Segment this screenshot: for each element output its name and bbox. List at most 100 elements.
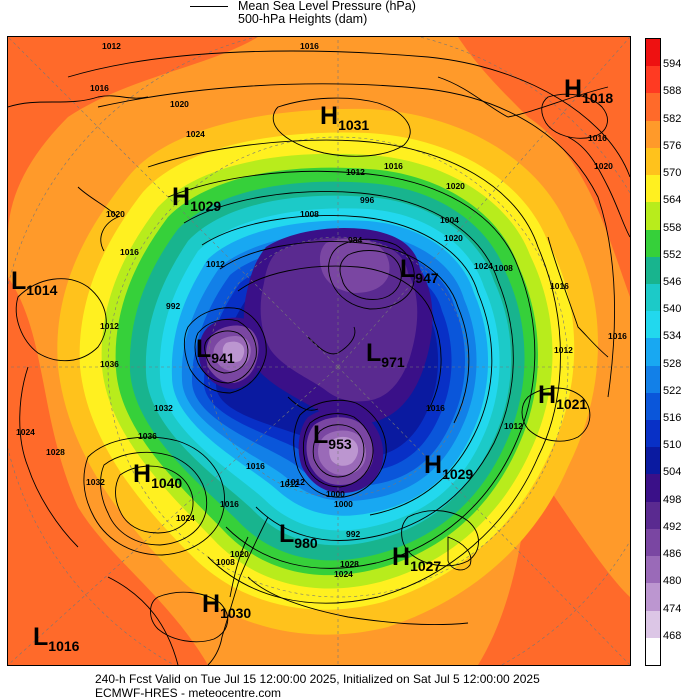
colorbar-cell: [646, 147, 660, 176]
isobar-label: 1024: [176, 513, 195, 523]
height-fill-582-nw: [8, 37, 258, 237]
isobar-label: 1036: [100, 359, 119, 369]
colorbar-label: 528: [663, 357, 681, 370]
pressure-system-letter: H: [172, 183, 191, 211]
height-fill-582-sw: [8, 277, 208, 665]
isobar-labels: 1012 1016 1016 1020 1024 1020 1012 1016 1012 1020…: [16, 41, 627, 579]
colorbar-cell: [646, 338, 660, 367]
colorbar-cell: [646, 39, 660, 67]
pressure-system-letter: H: [320, 102, 339, 130]
colorbar-label: 522: [663, 384, 681, 397]
isobar-label: 1016: [220, 499, 239, 509]
colorbar-cell: [646, 610, 660, 639]
colorbar-cell: [646, 501, 660, 530]
isobar-label: 1016: [120, 247, 139, 257]
colorbar-cell: [646, 392, 660, 421]
colorbar-cell: [646, 528, 660, 557]
high-pressure-center: H1021: [538, 383, 587, 412]
isobar-label: 1024: [186, 129, 205, 139]
colorbar-label: 468: [663, 629, 681, 642]
colorbar-cell: [646, 256, 660, 285]
pressure-system-letter: L: [279, 520, 295, 548]
colorbar-cell: [646, 120, 660, 149]
isobar-label: 1012: [286, 477, 305, 487]
pressure-system-value: 941: [211, 350, 235, 366]
isobar-label: 1012: [504, 421, 523, 431]
colorbar-label: 534: [663, 330, 681, 343]
colorbar: [645, 38, 661, 666]
colorbar-cell: [646, 66, 660, 94]
isobar-label: 992: [166, 301, 180, 311]
model-source-text: ECMWF-HRES - meteocentre.com: [95, 686, 282, 700]
isobar-label: 1016: [608, 331, 627, 341]
low-pressure-center: L941: [196, 337, 235, 366]
low-pressure-center: L980: [279, 520, 318, 551]
colorbar-cell: [646, 229, 660, 258]
colorbar-label: 510: [663, 439, 681, 452]
isobar-label: 1016: [300, 41, 319, 51]
isobar-label: 1032: [86, 477, 105, 487]
high-pressure-center: H1031: [320, 102, 369, 133]
isobar-label: 1024: [474, 261, 493, 271]
high-pressure-center: H1027: [392, 545, 441, 574]
isobar-label: 1020: [444, 233, 463, 243]
pressure-system-value: 971: [381, 354, 405, 370]
isobar-label: 1016: [550, 281, 569, 291]
colorbar-label: 588: [663, 85, 681, 98]
pressure-system-value: 947: [415, 270, 439, 286]
colorbar-label: 498: [663, 493, 681, 506]
isobar-label: 1028: [46, 447, 65, 457]
height-fill-582-se: [478, 457, 630, 665]
pressure-system-value: 1014: [26, 282, 58, 298]
pressure-system-letter: L: [11, 267, 27, 295]
isobar-label: 1012: [280, 479, 299, 489]
colorbar-cell: [646, 556, 660, 584]
colorbar-cell: [646, 447, 660, 475]
pressure-system-letter: L: [400, 255, 416, 283]
isobar-label: 1008: [300, 209, 319, 219]
isobar-label: 1000: [326, 489, 345, 499]
pressure-system-value: 1030: [220, 605, 252, 621]
map-canvas: 1012 1016 1016 1020 1024 1020 1012 1016 1012 1020…: [8, 37, 630, 665]
isobars: [15, 50, 630, 643]
isobar-label: 1016: [384, 161, 403, 171]
pressure-system-value: 1029: [190, 198, 222, 214]
high-pressure-center: H1018: [564, 77, 613, 106]
colorbar-cell: [646, 474, 660, 503]
pressure-system-letter: H: [424, 451, 443, 479]
colorbar-label: 540: [663, 303, 681, 316]
pressure-system-value: 1027: [410, 558, 442, 574]
colorbar-label: 570: [663, 167, 681, 180]
low-pressure-center: L947: [400, 255, 439, 286]
pressure-system-value: 1031: [338, 117, 370, 133]
isobar-label: 1036: [138, 431, 157, 441]
pressure-system-value: 1029: [442, 466, 474, 482]
weather-map: 1012 1016 1016 1020 1024 1020 1012 1016 1012 1020…: [7, 36, 631, 666]
isobar-label: 1012: [346, 167, 365, 177]
pressure-system-letter: L: [33, 623, 49, 651]
height-fill-474-west: [222, 341, 245, 363]
colorbar-label: 504: [663, 466, 681, 479]
colorbar-cell: [646, 283, 660, 312]
height-fill-486-north: [319, 238, 390, 293]
isobar-label: 1028: [340, 559, 359, 569]
colorbar-cell: [646, 175, 660, 203]
low-pressure-center: L1014: [11, 267, 57, 298]
isobar-label: 1020: [594, 161, 613, 171]
isobar-label: 1012: [102, 41, 121, 51]
isobar-label: 1016: [90, 83, 109, 93]
isobar-label: 1008: [494, 263, 513, 273]
isobar-label: 1016: [588, 133, 607, 143]
forecast-valid-text: 240-h Fcst Valid on Tue Jul 15 12:00:00 …: [95, 672, 540, 686]
isobar-label: 1020: [446, 181, 465, 191]
colorbar-cell: [646, 311, 660, 339]
colorbar-label: 474: [663, 602, 681, 615]
isobar-label: 1016: [426, 403, 445, 413]
colorbar-label: 594: [663, 58, 681, 71]
isobar-label: 992: [346, 529, 360, 539]
colorbar-label: 480: [663, 575, 681, 588]
high-pressure-center: H1030: [202, 592, 251, 621]
isobar-label: 1016: [246, 461, 265, 471]
isobar-label: 1020: [106, 209, 125, 219]
high-pressure-center: H1029: [172, 183, 221, 214]
